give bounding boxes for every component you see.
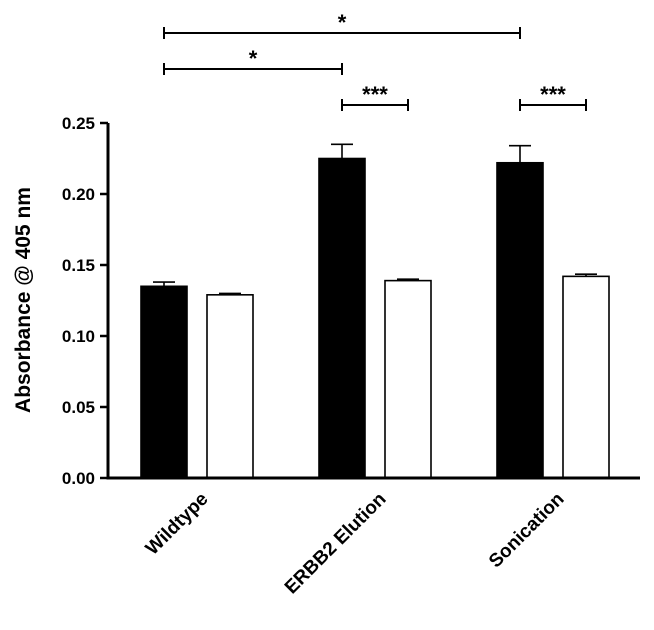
y-tick-label: 0.25 (62, 114, 95, 133)
x-tick-label: Wildtype (142, 489, 213, 560)
x-tick-label: Sonication (485, 489, 569, 573)
significance-label: *** (540, 82, 566, 107)
significance-label: * (338, 10, 347, 35)
bars (140, 143, 610, 479)
bar (206, 294, 254, 479)
y-axis-label: Absorbance @ 405 nm (12, 187, 35, 413)
y-tick-label: 0.15 (62, 256, 95, 275)
significance-label: *** (362, 82, 388, 107)
bar (384, 279, 432, 479)
x-tick-label: ERBB2 Elution (281, 489, 391, 599)
significance-label: * (249, 46, 258, 71)
bar (318, 157, 366, 479)
y-tick-label: 0.20 (62, 185, 95, 204)
y-tick-label: 0.05 (62, 398, 95, 417)
bar (562, 275, 610, 479)
significance-annotations: ***** *** (163, 10, 587, 111)
bar (140, 285, 188, 479)
y-tick-label: 0.10 (62, 327, 95, 346)
bar (496, 161, 544, 479)
y-tick-label: 0.00 (62, 469, 95, 488)
